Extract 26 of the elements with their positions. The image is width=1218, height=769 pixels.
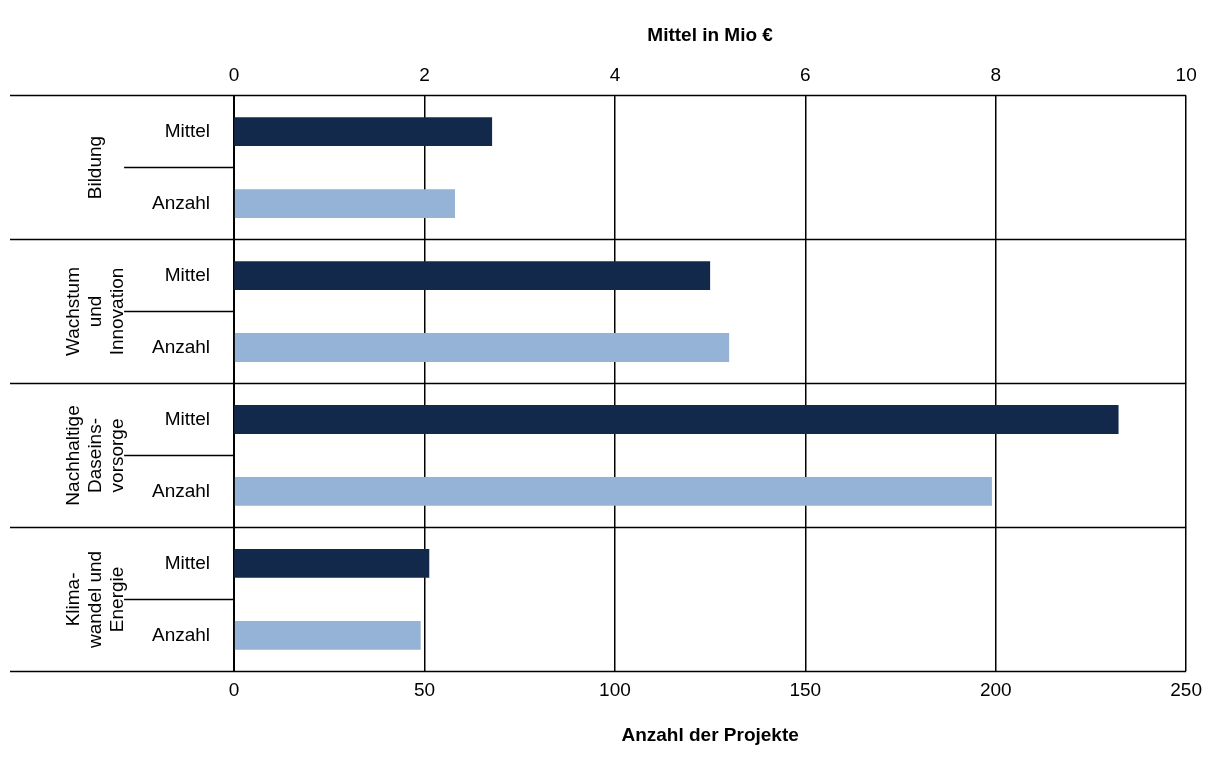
text: Nachhaltige Daseins- vorsorge [62,405,128,506]
text: Wachstum und Innovation [62,267,128,357]
y-tick-label: Anzahl [151,335,211,357]
x2-tick-label: 2 [419,64,430,86]
x2-tick-label: 0 [228,64,240,86]
x2-axis-title: Mittel in Mio € [647,23,774,45]
text: Bildung [84,135,106,200]
x-axis-title: Anzahl der Projekte [621,723,799,745]
x-tick-label: 150 [789,679,822,701]
x2-tick-label: 8 [990,64,1002,86]
y-tick-label: Mittel [164,263,211,285]
y-tick-label: Anzahl [151,623,211,645]
x-tick-label: 100 [599,679,631,701]
y-tick-label: Mittel [164,407,211,429]
x2-tick-label: 6 [800,64,811,86]
y-tick-label: Mittel [164,551,211,573]
text: Klima- wandel und Energie [62,550,128,650]
x2-tick-label: 4 [609,64,621,86]
x-tick-label: 250 [1170,679,1202,701]
y-tick-label: Anzahl [151,479,211,501]
y-tick-label: Anzahl [151,191,211,213]
y-tick-label: Mittel [164,119,211,141]
x-tick-label: 200 [979,679,1012,701]
x2-tick-label: 10 [1175,64,1197,86]
x-tick-label: 0 [228,679,240,701]
x-tick-label: 50 [413,679,436,701]
